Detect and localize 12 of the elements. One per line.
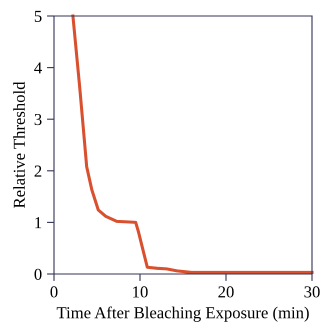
y-tick-label: 3 bbox=[34, 114, 42, 126]
x-tick-label: 30 bbox=[304, 286, 320, 298]
y-tick-label: 1 bbox=[35, 217, 42, 228]
x-axis-title: Time After Bleaching Exposure (min) bbox=[56, 306, 309, 322]
x-tick-label: 0 bbox=[50, 286, 58, 298]
y-axis-title: Relative Threshold bbox=[13, 82, 25, 208]
y-tick-label: 5 bbox=[34, 10, 42, 22]
y-tick-label: 0 bbox=[34, 268, 42, 280]
x-tick-label: 20 bbox=[218, 286, 234, 298]
y-tick-label: 2 bbox=[34, 166, 42, 177]
y-tick-label: 4 bbox=[34, 62, 42, 74]
x-tick-label: 10 bbox=[133, 286, 148, 298]
